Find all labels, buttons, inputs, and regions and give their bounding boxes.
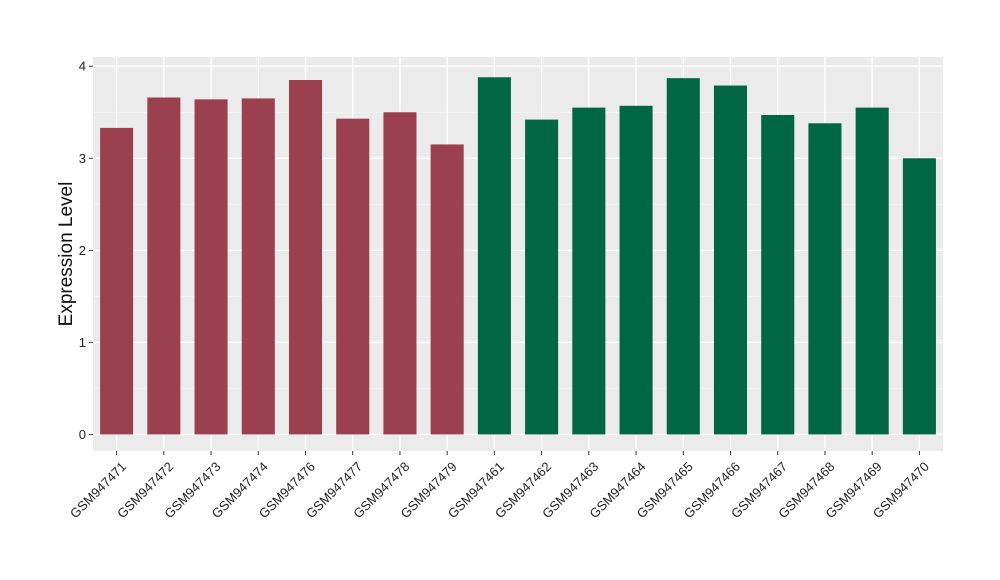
y-axis: 0 1 2 3 4	[79, 59, 93, 442]
bar-GSM947468	[808, 123, 842, 435]
y-tick-label: 4	[79, 59, 86, 74]
plot-panel	[93, 57, 943, 451]
bar-GSM947478	[383, 112, 417, 435]
bar-GSM947472	[147, 97, 181, 435]
minor-gridlines	[93, 111, 943, 389]
bar-GSM947470	[902, 158, 936, 435]
bar-GSM947473	[194, 99, 228, 435]
y-tick-label: 3	[79, 151, 86, 166]
y-axis-title: Expression Level	[56, 182, 77, 327]
x-axis: GSM947471GSM947472GSM947473GSM947474GSM9…	[67, 451, 932, 521]
y-tick-label: 0	[79, 427, 86, 442]
bar-GSM947464	[619, 105, 653, 435]
bar-GSM947467	[761, 114, 795, 435]
y-tick-label: 2	[79, 243, 86, 258]
y-tick-label: 1	[79, 335, 86, 350]
bar-GSM947471	[100, 127, 134, 435]
bar-GSM947479	[430, 144, 464, 435]
bar-GSM947461	[477, 77, 511, 435]
bar-GSM947465	[666, 78, 700, 435]
bar-GSM947476	[288, 80, 323, 435]
bars	[100, 77, 936, 435]
bar-GSM947466	[713, 85, 748, 435]
bar-GSM947469	[855, 107, 889, 435]
bar-GSM947474	[241, 98, 275, 435]
bar-GSM947462	[525, 119, 559, 435]
bar-GSM947477	[336, 118, 370, 435]
bar-GSM947463	[572, 107, 606, 435]
